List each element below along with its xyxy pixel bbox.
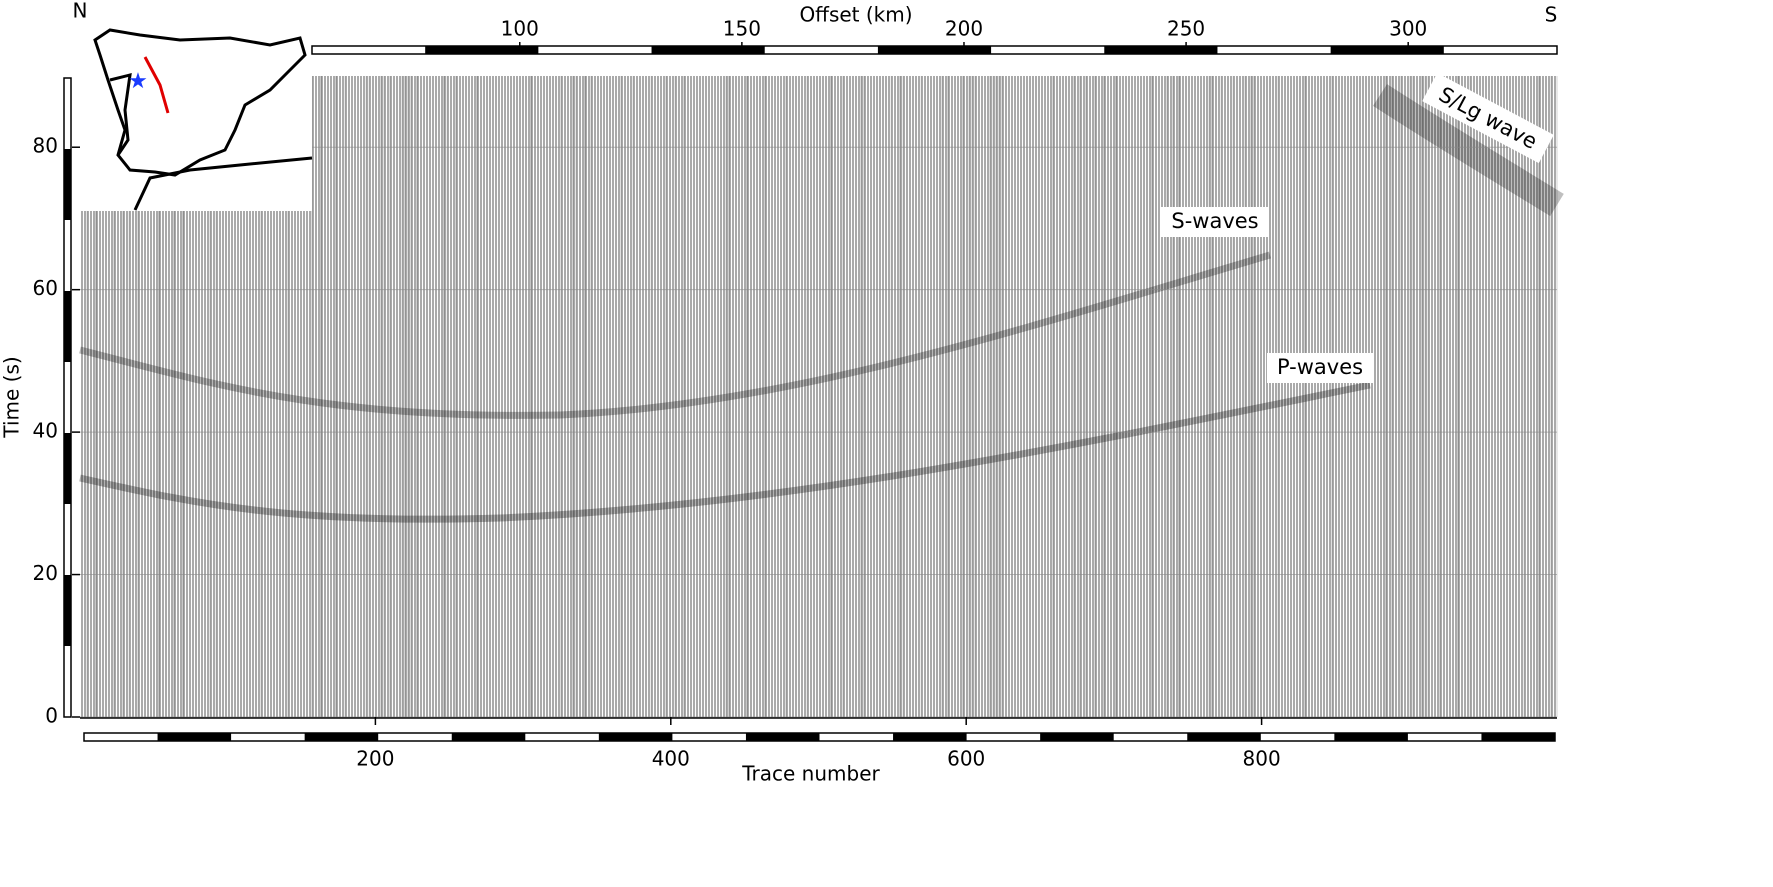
p-arrival-band: [79, 381, 1371, 523]
scale-bar-segment: [425, 46, 539, 54]
map-outline: [93, 28, 307, 177]
lg-arrival-band: [1372, 84, 1564, 217]
scale-bar-frame: [63, 77, 72, 718]
scale-bar-segment: [304, 733, 379, 741]
x-tick-label: 600: [947, 747, 985, 771]
scale-bar-segment: [64, 575, 71, 646]
scale-bar-segment: [745, 733, 820, 741]
map-border: [109, 73, 132, 156]
annotation: S-waves: [1171, 209, 1258, 233]
scale-bar-segment: [64, 291, 71, 362]
annotation: P-waves: [1277, 355, 1363, 379]
scale-bar-segment: [877, 46, 992, 54]
scale-bar-segment: [157, 733, 232, 741]
scale-bar-segment: [893, 733, 967, 741]
direction-label: S: [1545, 3, 1558, 27]
scale-bar-segment: [1040, 733, 1114, 741]
map-coast: [133, 156, 313, 211]
scale-bar-segment: [1104, 46, 1218, 54]
scale-bar-segment: [651, 46, 765, 54]
x2-tick-label: 100: [501, 17, 539, 41]
scale-bar-segment: [64, 149, 71, 220]
y-axis-title: Time (s): [0, 356, 24, 438]
scale-bar-segment: [64, 433, 71, 504]
x-axis-title: Trace number: [741, 762, 880, 786]
scale-bar-segment: [1330, 46, 1444, 54]
x2-tick-label: 150: [723, 17, 761, 41]
inset-map: [80, 0, 312, 211]
x-tick-label: 800: [1243, 747, 1281, 771]
annotation-box: [1161, 207, 1269, 237]
x-tick-label: 400: [652, 747, 690, 771]
y-tick-label: 80: [33, 134, 58, 158]
s-arrival-band: [79, 251, 1271, 419]
grid: [80, 146, 1557, 718]
source-star: ★: [128, 69, 148, 94]
scale-bar-segment: [1481, 733, 1555, 741]
trace-field: [80, 76, 1557, 717]
annotation-box: [1267, 353, 1373, 383]
scale-bar-segment: [1187, 733, 1261, 741]
y-tick-label: 40: [33, 419, 58, 443]
y-tick-label: 0: [45, 704, 58, 728]
x2-tick-label: 300: [1389, 17, 1427, 41]
x2-tick-label: 200: [945, 17, 983, 41]
x2-tick-label: 250: [1167, 17, 1205, 41]
direction-label: N: [73, 0, 88, 23]
x-tick-label: 200: [356, 747, 394, 771]
profile-line: [143, 56, 170, 114]
y-tick-label: 60: [33, 276, 58, 300]
scale-bar-segment: [1334, 733, 1408, 741]
y-tick-label: 20: [33, 561, 58, 585]
x2-axis-title: Offset (km): [799, 3, 912, 27]
scale-bar-segment: [451, 733, 526, 741]
scale-bar-segment: [598, 733, 673, 741]
